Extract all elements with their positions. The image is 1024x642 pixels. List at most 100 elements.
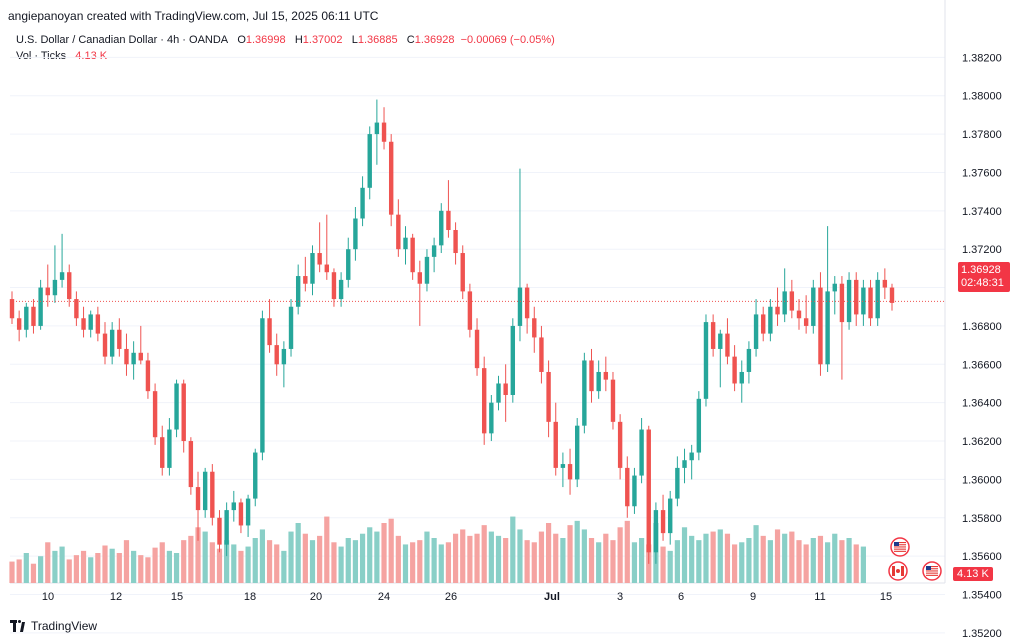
candle-body bbox=[689, 452, 694, 461]
volume-bar bbox=[109, 548, 115, 583]
candle-body bbox=[9, 299, 15, 319]
symbol-label: U.S. Dollar / Canadian Dollar · 4h · OAN… bbox=[16, 34, 229, 46]
volume-bar bbox=[59, 546, 65, 583]
candle-body bbox=[260, 318, 265, 453]
candle-body bbox=[839, 283, 845, 323]
candle-body bbox=[45, 287, 50, 296]
candle-body bbox=[660, 510, 666, 534]
candle-body bbox=[532, 318, 537, 338]
candle-body bbox=[431, 245, 437, 257]
volume-bar bbox=[23, 553, 29, 583]
candle-body bbox=[95, 314, 101, 334]
candle-body bbox=[825, 291, 830, 365]
volume-bar bbox=[524, 540, 530, 583]
volume-bar bbox=[381, 523, 387, 583]
volume-bar bbox=[238, 550, 244, 583]
volume-bar bbox=[145, 557, 151, 583]
volume-bar bbox=[73, 555, 79, 583]
y-tick-label: 1.36200 bbox=[962, 436, 1002, 448]
candle-body bbox=[596, 371, 601, 392]
tradingview-logo[interactable]: TradingView bbox=[10, 619, 97, 633]
candle-body bbox=[854, 279, 859, 315]
volume-bar bbox=[452, 533, 459, 583]
candle-body bbox=[188, 441, 194, 488]
volume-bar bbox=[195, 527, 201, 583]
x-tick-label: 24 bbox=[378, 591, 390, 603]
candle-body bbox=[403, 237, 408, 250]
candle-body bbox=[460, 253, 465, 292]
candle-body bbox=[725, 333, 730, 357]
candle-body bbox=[224, 510, 229, 545]
volume-bar bbox=[331, 542, 337, 583]
flag-stripe bbox=[926, 566, 938, 568]
grid-lines bbox=[10, 0, 946, 634]
candle-body bbox=[818, 287, 823, 365]
volume-bar bbox=[760, 535, 766, 583]
candle-body bbox=[67, 272, 72, 300]
candle-body bbox=[761, 314, 766, 334]
volume-bar bbox=[581, 529, 587, 583]
y-tick-label: 1.36000 bbox=[962, 474, 1002, 486]
volume-bar bbox=[30, 563, 37, 583]
y-tick-label: 1.35600 bbox=[962, 551, 1002, 563]
candle-body bbox=[346, 249, 351, 280]
y-tick-label: 1.37200 bbox=[962, 244, 1002, 256]
chart-credit: angiepanoyan created with TradingView.co… bbox=[8, 9, 379, 23]
candle-body bbox=[560, 464, 566, 468]
maple-leaf bbox=[896, 569, 900, 573]
volume-bar bbox=[832, 533, 838, 583]
candle-body bbox=[238, 502, 244, 526]
tradingview-brand: TradingView bbox=[31, 619, 98, 633]
volume-bar bbox=[352, 540, 359, 583]
volume-bar bbox=[660, 546, 666, 583]
x-tick-label: 3 bbox=[617, 591, 623, 603]
y-tick-label: 1.37400 bbox=[962, 206, 1002, 218]
volume-bar bbox=[388, 518, 394, 583]
candle-body bbox=[439, 210, 444, 246]
candle-body bbox=[703, 322, 709, 399]
candle-body bbox=[639, 429, 644, 476]
volume-bar bbox=[302, 533, 308, 583]
candle-body bbox=[210, 471, 215, 518]
x-tick-label: 6 bbox=[678, 591, 684, 603]
candle-body bbox=[288, 306, 294, 349]
volume-bar bbox=[95, 553, 101, 583]
candle-body bbox=[117, 329, 122, 349]
volume-bar bbox=[782, 533, 788, 583]
flag-stripe bbox=[894, 544, 906, 546]
volume-bar bbox=[724, 533, 731, 583]
volume-bar bbox=[717, 529, 723, 583]
candle-body bbox=[109, 329, 115, 357]
volume-bar bbox=[460, 529, 466, 583]
candle-body bbox=[174, 383, 179, 430]
volume-bar bbox=[216, 548, 223, 583]
volume-bar bbox=[16, 559, 22, 583]
candle-body bbox=[746, 348, 752, 372]
volume-bar bbox=[667, 550, 673, 583]
candle-body bbox=[424, 256, 430, 284]
candle-body bbox=[81, 318, 86, 330]
candle-body bbox=[861, 287, 866, 315]
candle-body bbox=[610, 379, 616, 422]
volume-label: Vol · Ticks bbox=[16, 50, 67, 62]
volume-bar bbox=[531, 542, 537, 583]
volume-bar bbox=[538, 531, 545, 583]
volume-bar bbox=[767, 540, 773, 583]
flag-stripe bbox=[926, 568, 938, 570]
candle-body bbox=[646, 429, 651, 553]
volume-bar bbox=[839, 540, 845, 583]
candle-body bbox=[138, 352, 143, 361]
volume-bar bbox=[138, 555, 144, 583]
volume-bar bbox=[374, 531, 380, 583]
change-value: −0.00069 (−0.05%) bbox=[460, 34, 555, 46]
candle-body bbox=[453, 230, 458, 254]
candle-body bbox=[882, 279, 888, 288]
candle-body bbox=[796, 310, 802, 319]
volume-bar bbox=[696, 540, 702, 583]
volume-bar bbox=[495, 535, 502, 583]
volume-bar bbox=[545, 523, 552, 583]
candle-body bbox=[152, 391, 158, 438]
candle-body bbox=[768, 306, 773, 334]
volume-bar bbox=[753, 525, 759, 583]
